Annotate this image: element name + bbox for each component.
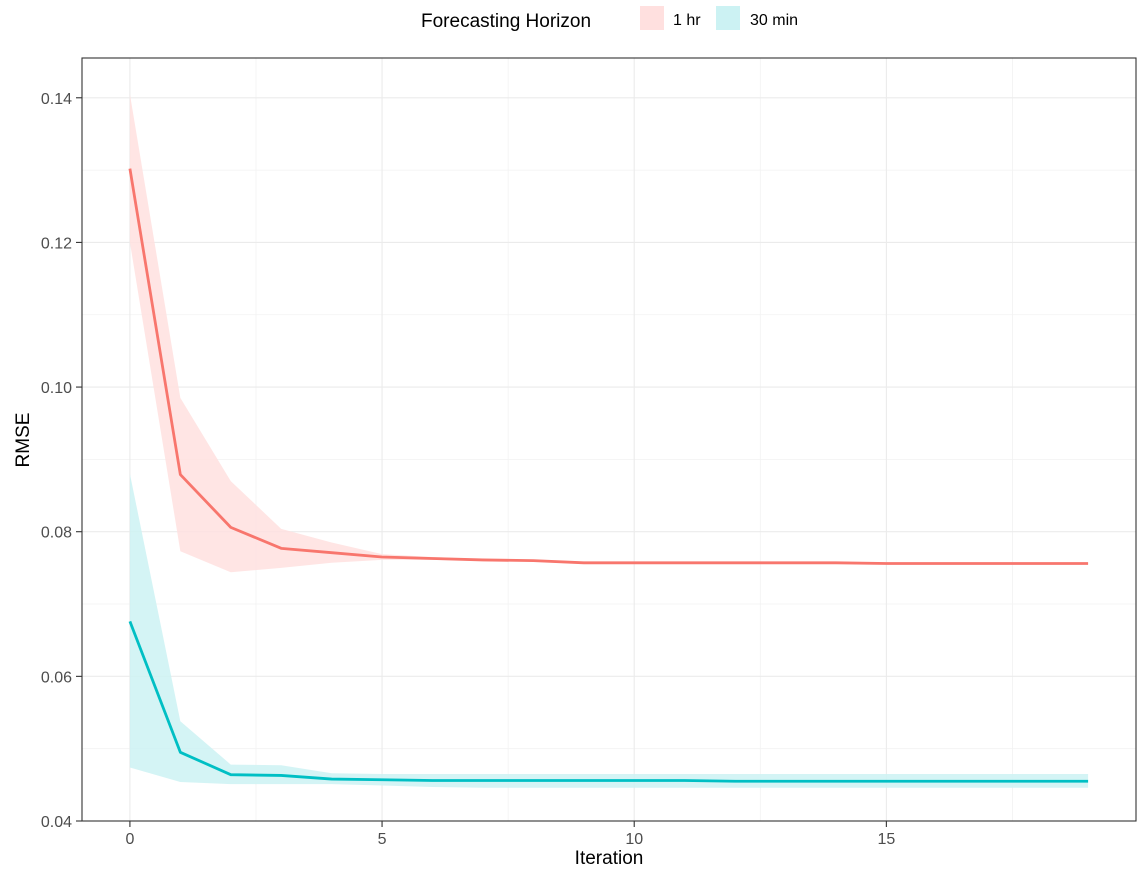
series-lines: [128, 168, 1089, 783]
y-axis-title: RMSE: [13, 413, 34, 468]
x-tick-label: 0: [125, 831, 134, 848]
legend: Forecasting Horizon 1 hr 30 min: [421, 6, 798, 32]
y-tick-label: 0.14: [41, 91, 72, 108]
grid-minor: [82, 58, 1136, 821]
legend-key-1hr: [640, 6, 664, 30]
x-tick-label: 15: [877, 831, 895, 848]
line-30-min: [128, 620, 1089, 783]
legend-label-30min: 30 min: [750, 12, 798, 29]
y-tick-label: 0.08: [41, 525, 72, 542]
ribbon-1-hr: [129, 94, 1089, 573]
x-tick-label: 10: [625, 831, 643, 848]
y-tick-label: 0.04: [41, 814, 72, 831]
legend-key-30min: [716, 6, 740, 30]
grid-major: [82, 58, 1136, 822]
plot-area: [81, 57, 1137, 822]
legend-title: Forecasting Horizon: [421, 11, 591, 32]
y-tick-label: 0.06: [41, 669, 72, 686]
x-axis-title: Iteration: [575, 848, 644, 869]
panel-border: [81, 57, 1137, 822]
y-tick-label: 0.10: [41, 380, 72, 397]
x-tick-label: 5: [378, 831, 387, 848]
y-axis: 0.04 0.06 0.08 0.10 0.12 0.14: [41, 91, 82, 831]
line-1-hr: [128, 168, 1089, 565]
y-tick-label: 0.12: [41, 235, 72, 252]
ribbon-30-min: [129, 473, 1089, 788]
legend-label-1hr: 1 hr: [673, 12, 701, 29]
confidence-ribbons: [129, 94, 1089, 788]
x-axis: 0 5 10 15: [125, 821, 895, 848]
